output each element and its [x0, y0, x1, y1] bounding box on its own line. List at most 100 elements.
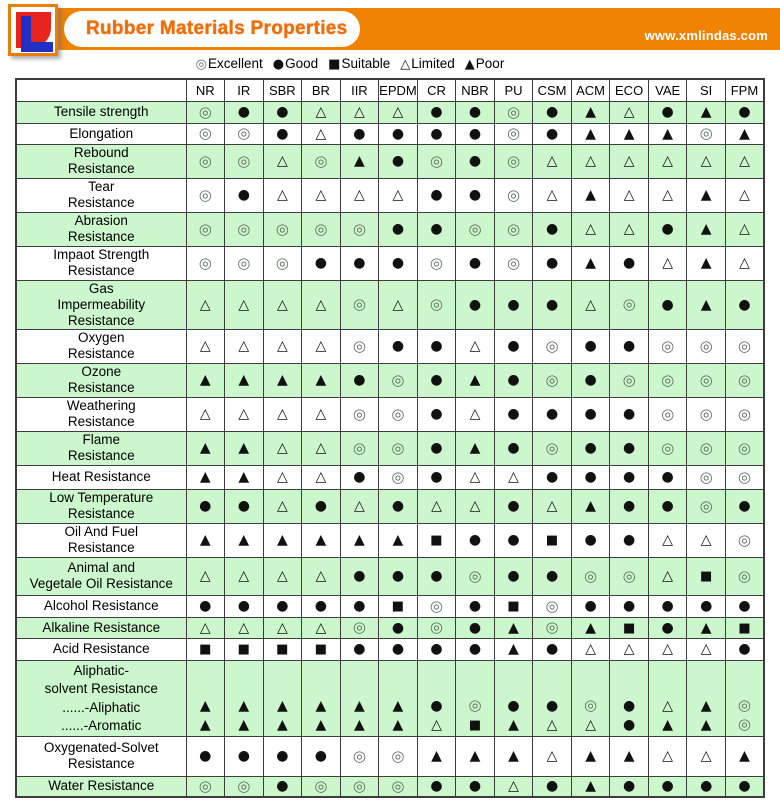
rating-cell: ▲: [570, 735, 611, 777]
rating-cell: ●: [647, 211, 688, 247]
rating-cell: ●: [378, 245, 418, 281]
rating-symbol: ▲: [662, 716, 674, 733]
rating-cell: ◎: [493, 245, 534, 281]
rating-symbol: ◎: [468, 219, 482, 238]
rating-symbol: ●: [507, 532, 520, 548]
rating-cell: ●: [262, 735, 303, 777]
rating-cell: ◎: [686, 464, 726, 490]
rating-cell: ◎: [378, 396, 418, 432]
rating-symbol: ▲: [354, 153, 365, 169]
rating-cell: ◎: [724, 522, 765, 558]
rating-symbol: ◎: [237, 219, 251, 238]
good-icon: ●: [272, 57, 285, 72]
legend-label: Good: [285, 56, 319, 71]
rating-symbol: △: [623, 221, 635, 237]
rating-symbol: ■: [622, 620, 636, 636]
rating-cell: ◎: [339, 396, 380, 432]
rating-symbol: △: [315, 125, 327, 142]
rating-cell: ●: [647, 775, 688, 798]
rating-cell: ●: [339, 122, 380, 145]
rating-symbol: ◎: [198, 124, 212, 142]
rating-cell: ◎: [686, 328, 726, 364]
rating-symbol: ◎: [699, 467, 713, 486]
rating-symbol: ◎: [506, 124, 521, 142]
rating-symbol: ◎: [352, 295, 366, 313]
rating-cell: ▲: [185, 362, 226, 398]
legend-item-excellent: ◎Excellent: [196, 56, 263, 72]
rating-symbol: △: [276, 187, 288, 203]
rating-cell: ●: [224, 735, 264, 777]
table-row: Heat Resistance ▲ ▲ △ △ ● ◎ ● △ △ ● ● ● ● ◎ ◎: [15, 464, 765, 490]
row-label: Impaot Strength Resistance: [15, 245, 187, 281]
rating-cell: △: [262, 464, 303, 490]
rating-cell: ■: [378, 594, 418, 618]
rating-cell: ●: [724, 775, 765, 798]
rating-cell: ◎: [339, 430, 380, 466]
rating-cell: ● ●: [609, 659, 649, 737]
rating-symbol: ■: [700, 569, 713, 584]
rating-cell: ◎: [609, 362, 649, 398]
rating-symbol: ▲: [276, 716, 288, 733]
row-label: Oil And Fuel Resistance: [15, 522, 187, 558]
rating-symbol: ■: [507, 599, 520, 614]
legend-item-poor: ▲Poor: [465, 56, 505, 72]
rating-cell: ◎: [724, 430, 765, 466]
table-row: Tear Resistance ◎ ● △ △ △ △ ● ● ◎ △ ▲ △ △ ▲ △: [15, 177, 765, 213]
rating-cell: △: [262, 177, 303, 213]
rating-cell: △: [609, 100, 649, 124]
rating-cell: ●: [532, 556, 572, 596]
rating-symbol: ●: [661, 221, 674, 237]
rating-symbol: ◎: [545, 336, 559, 355]
rating-cell: ◎: [686, 362, 726, 398]
rating-cell: △: [647, 177, 688, 213]
rating-symbol: ●: [545, 469, 559, 485]
rating-cell: ◎: [686, 488, 726, 524]
rating-symbol: ◎: [468, 695, 482, 714]
rating-symbol: ◎: [699, 404, 713, 423]
rating-cell: ●: [609, 522, 649, 558]
rating-cell: ●: [609, 396, 649, 432]
column-header-fpm: FPM: [724, 78, 765, 102]
rating-symbol: △: [700, 641, 712, 657]
rating-symbol: △: [585, 641, 596, 657]
rating-cell: ◎: [493, 211, 534, 247]
rating-cell: △: [724, 143, 765, 179]
rating-symbol: ▲: [199, 469, 211, 485]
company-logo: [8, 4, 58, 56]
rating-symbol: △: [585, 221, 596, 237]
rating-symbol: ◎: [661, 336, 675, 355]
rating-symbol: ▲: [508, 619, 519, 636]
rating-symbol: △: [315, 296, 327, 313]
rating-symbol: △: [199, 406, 211, 422]
rating-cell: ▲: [686, 616, 726, 639]
rating-cell: ◎: [532, 328, 572, 364]
rating-cell: ●: [224, 177, 264, 213]
rating-symbol: △: [431, 498, 442, 514]
rating-symbol: ▲: [315, 532, 327, 548]
rating-symbol: ●: [738, 296, 751, 313]
rating-symbol: ●: [468, 641, 482, 657]
logo-letter-l-icon: [21, 42, 53, 52]
rating-symbol: ●: [199, 498, 212, 514]
rating-symbol: ▲: [431, 748, 442, 764]
rating-symbol: △: [276, 568, 288, 584]
rating-cell: ●: [724, 100, 765, 124]
rating-symbol: △: [354, 187, 365, 203]
rating-symbol: ●: [353, 469, 366, 485]
row-label: Rebound Resistance: [15, 143, 187, 179]
rating-cell: ●: [686, 775, 726, 798]
rating-cell: △ ▲: [647, 659, 688, 737]
rating-cell: △: [301, 464, 341, 490]
rating-cell: ◎: [724, 328, 765, 364]
rating-symbol: ●: [391, 641, 405, 657]
rating-cell: △: [647, 522, 688, 558]
rating-cell: △: [262, 143, 303, 179]
rating-cell: ●: [455, 245, 495, 281]
rating-symbol: ●: [545, 296, 559, 313]
legend-label: Poor: [475, 56, 505, 71]
rating-symbol: ▲: [199, 697, 211, 714]
row-label: Alcohol Resistance: [15, 594, 187, 618]
rating-cell: ◎: [339, 616, 380, 639]
rating-cell: ●: [532, 211, 572, 247]
rating-cell: △: [378, 177, 418, 213]
